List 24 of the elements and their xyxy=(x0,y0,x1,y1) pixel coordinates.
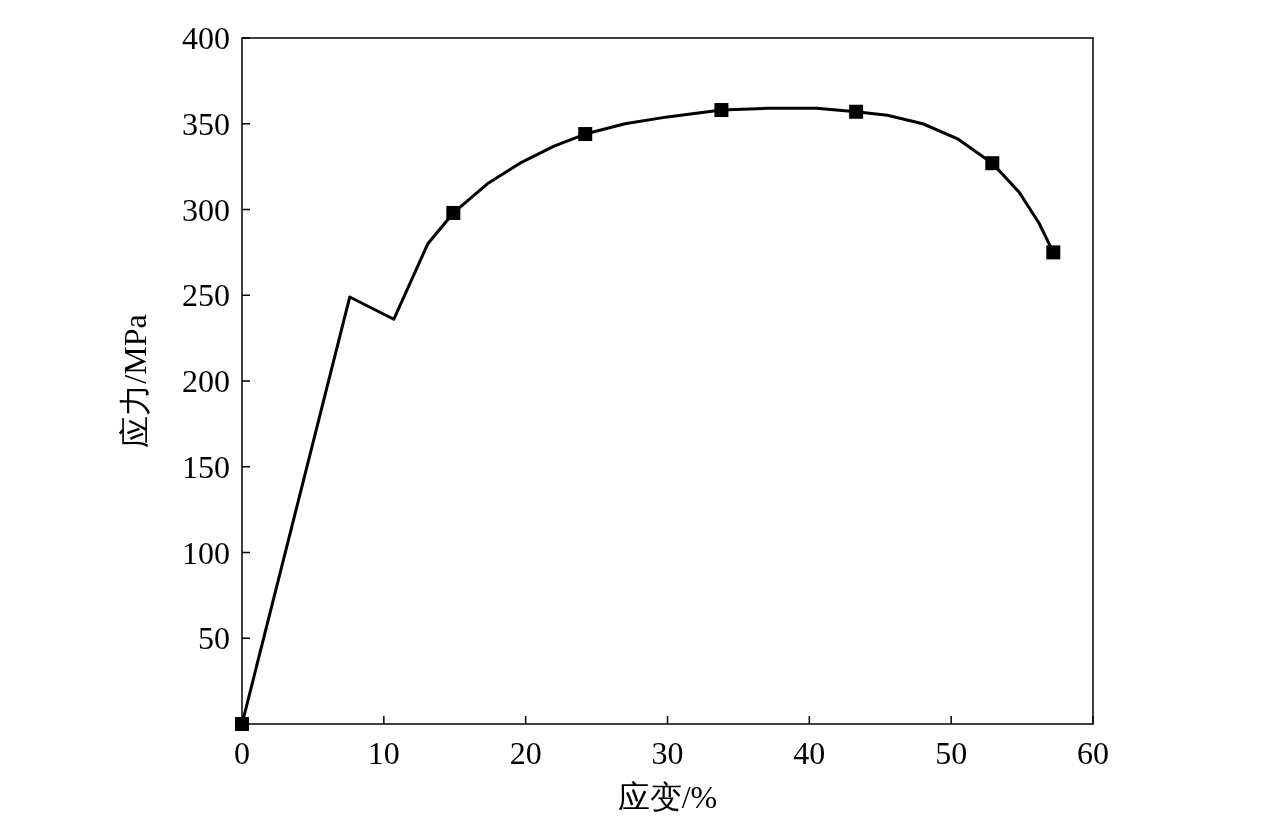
point xyxy=(235,717,249,731)
x-tick-label: 0 xyxy=(234,735,250,771)
y-tick-label: 250 xyxy=(182,277,230,314)
x-tick-label: 30 xyxy=(651,735,684,771)
x-tick-label: 20 xyxy=(509,735,542,771)
point xyxy=(1046,245,1061,260)
y-tick-label: 400 xyxy=(182,20,230,56)
y-tick-label: 150 xyxy=(182,448,230,485)
y-tick-label: 200 xyxy=(182,363,230,399)
x-tick-label: 60 xyxy=(1077,735,1109,771)
point xyxy=(849,104,864,119)
x-tick-label: 50 xyxy=(935,735,968,771)
point xyxy=(714,103,729,118)
x-axis-title: 应变/% xyxy=(617,779,718,815)
y-tick-label: 300 xyxy=(182,191,230,228)
x-tick-label: 40 xyxy=(793,735,826,771)
point xyxy=(578,127,593,142)
point xyxy=(446,205,461,220)
point xyxy=(985,156,1000,171)
y-tick-label: 350 xyxy=(182,105,230,142)
y-tick-label: 100 xyxy=(182,534,230,571)
x-tick-label: 10 xyxy=(367,735,400,771)
y-tick-label: 50 xyxy=(198,620,230,657)
y-axis-title: 应力/MPa xyxy=(117,314,153,448)
